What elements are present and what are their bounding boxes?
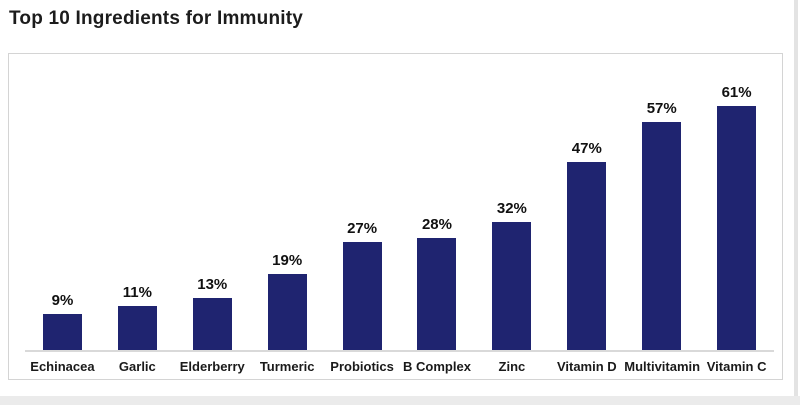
bar-slot: 9% xyxy=(25,291,100,350)
bar-slot: 27% xyxy=(325,219,400,350)
category-label: B Complex xyxy=(403,359,471,374)
bar-value-label: 13% xyxy=(197,275,228,293)
bar-slot: 11% xyxy=(100,283,175,350)
bar-value-label: 47% xyxy=(571,139,602,157)
bar-slot: 13% xyxy=(175,275,250,350)
bar-value-label: 28% xyxy=(421,215,452,233)
bar xyxy=(642,122,682,350)
category-label: Multivitamin xyxy=(624,359,701,374)
bar-slot: 19% xyxy=(250,251,325,350)
bar-slot: 28% xyxy=(400,215,475,350)
chart-card: 9% 11% 13% 19% 27% 28% 32% 47% 57% 61% Echinacea G… xyxy=(8,53,783,380)
category-label: Vitamin C xyxy=(706,359,767,374)
bar xyxy=(567,162,607,350)
category-label: Zinc xyxy=(498,359,526,374)
page-edge-bottom xyxy=(0,396,800,405)
category-label: Echinacea xyxy=(30,359,95,374)
bar xyxy=(117,306,157,350)
category-label: Vitamin D xyxy=(556,359,617,374)
plot-area: 9% 11% 13% 19% 27% 28% 32% 47% 57% 61% xyxy=(25,78,774,352)
bar xyxy=(492,222,532,350)
category-label: Garlic xyxy=(118,359,156,374)
bar-value-label: 11% xyxy=(122,283,152,301)
bar-slot: 61% xyxy=(699,83,774,350)
bar-value-label: 19% xyxy=(272,251,303,269)
bar xyxy=(192,298,232,350)
bar-value-label: 57% xyxy=(646,99,677,117)
category-label: Elderberry xyxy=(179,359,245,374)
bar xyxy=(417,238,457,350)
bar-value-label: 27% xyxy=(347,219,378,237)
page-edge-right xyxy=(794,0,798,405)
bar-value-label: 32% xyxy=(496,199,527,217)
bar xyxy=(267,274,307,350)
bar xyxy=(342,242,382,350)
chart-title: Top 10 Ingredients for Immunity xyxy=(9,8,304,29)
bar xyxy=(717,106,757,350)
bar-slot: 47% xyxy=(549,139,624,350)
category-label: Probiotics xyxy=(330,359,394,374)
category-label: Turmeric xyxy=(259,359,315,374)
bar-slot: 57% xyxy=(624,99,699,350)
bar-value-label: 9% xyxy=(51,291,74,309)
bar-value-label: 61% xyxy=(721,83,752,101)
bar xyxy=(42,314,82,350)
category-labels-row: Echinacea Garlic Elderberry Turmeric Probiot… xyxy=(25,359,774,374)
bar-slot: 32% xyxy=(474,199,549,350)
